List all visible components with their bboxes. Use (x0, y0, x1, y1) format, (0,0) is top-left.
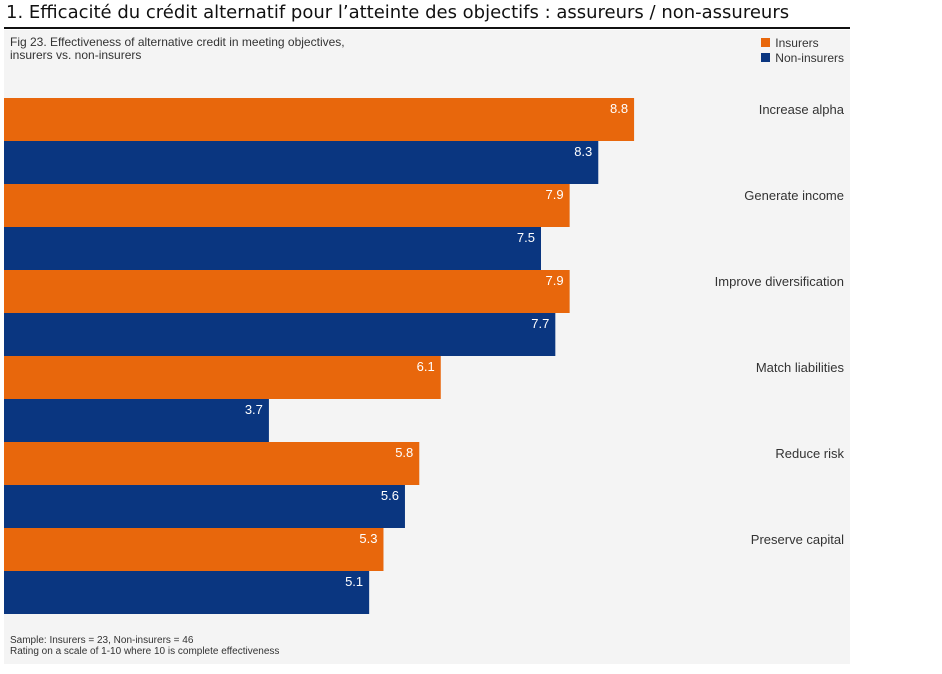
data-label-non-insurers-preserve-capital: 5.1 (345, 574, 363, 589)
footnote-sample: Sample: Insurers = 23, Non-insurers = 46 (10, 635, 194, 646)
category-label-reduce-risk: Reduce risk (775, 446, 844, 461)
category-label-preserve-capital: Preserve capital (751, 532, 844, 547)
bar-non-insurers-improve-diversification (4, 313, 556, 356)
figure-footnote: Sample: Insurers = 23, Non-insurers = 46… (10, 635, 279, 657)
data-label-non-insurers-generate-income: 7.5 (517, 230, 535, 245)
legend-label-non-insurers: Non-insurers (775, 50, 844, 65)
figure-caption-line-2: insurers vs. non-insurers (10, 48, 142, 62)
data-label-insurers-preserve-capital: 5.3 (359, 531, 377, 546)
chart-figure: Fig 23. Effectiveness of alternative cre… (4, 30, 850, 664)
category-label-improve-diversification: Improve diversification (715, 274, 844, 289)
bar-insurers-increase-alpha (4, 98, 635, 141)
figure-caption-line-1: Fig 23. Effectiveness of alternative cre… (10, 35, 345, 49)
category-label-increase-alpha: Increase alpha (759, 102, 845, 117)
bar-non-insurers-generate-income (4, 227, 541, 270)
bar-insurers-reduce-risk (4, 442, 420, 485)
page-heading: 1. Efficacité du crédit alternatif pour … (6, 2, 790, 23)
bar-non-insurers-reduce-risk (4, 485, 405, 528)
category-label-match-liabilities: Match liabilities (756, 360, 845, 375)
bar-insurers-improve-diversification (4, 270, 570, 313)
legend-swatch-non-insurers (761, 53, 771, 62)
legend-item-non-insurers: Non-insurers (761, 50, 844, 65)
bar-non-insurers-preserve-capital (4, 571, 370, 614)
data-label-non-insurers-improve-diversification: 7.7 (531, 316, 549, 331)
bar-non-insurers-increase-alpha (4, 141, 599, 184)
data-label-non-insurers-reduce-risk: 5.6 (381, 488, 399, 503)
legend-swatch-insurers (761, 38, 771, 47)
data-label-non-insurers-increase-alpha: 8.3 (574, 144, 592, 159)
bar-insurers-generate-income (4, 184, 570, 227)
category-label-generate-income: Generate income (744, 188, 844, 203)
bar-insurers-match-liabilities (4, 356, 441, 399)
legend-label-insurers: Insurers (775, 35, 819, 50)
chart-legend: Insurers Non-insurers (761, 35, 844, 65)
data-label-insurers-match-liabilities: 6.1 (417, 359, 435, 374)
legend-item-insurers: Insurers (761, 35, 844, 50)
data-label-insurers-reduce-risk: 5.8 (395, 445, 413, 460)
bar-non-insurers-match-liabilities (4, 399, 269, 442)
footnote-scale: Rating on a scale of 1-10 where 10 is co… (10, 646, 280, 657)
heading-rule (4, 27, 850, 29)
figure-caption: Fig 23. Effectiveness of alternative cre… (10, 36, 345, 62)
bar-chart-plot: Increase alpha 8.8 8.3 Generate income 7.9 7.… (4, 98, 845, 614)
data-label-non-insurers-match-liabilities: 3.7 (245, 402, 263, 417)
data-label-insurers-increase-alpha: 8.8 (610, 101, 628, 116)
bar-insurers-preserve-capital (4, 528, 384, 571)
data-label-insurers-improve-diversification: 7.9 (546, 273, 564, 288)
data-label-insurers-generate-income: 7.9 (546, 187, 564, 202)
